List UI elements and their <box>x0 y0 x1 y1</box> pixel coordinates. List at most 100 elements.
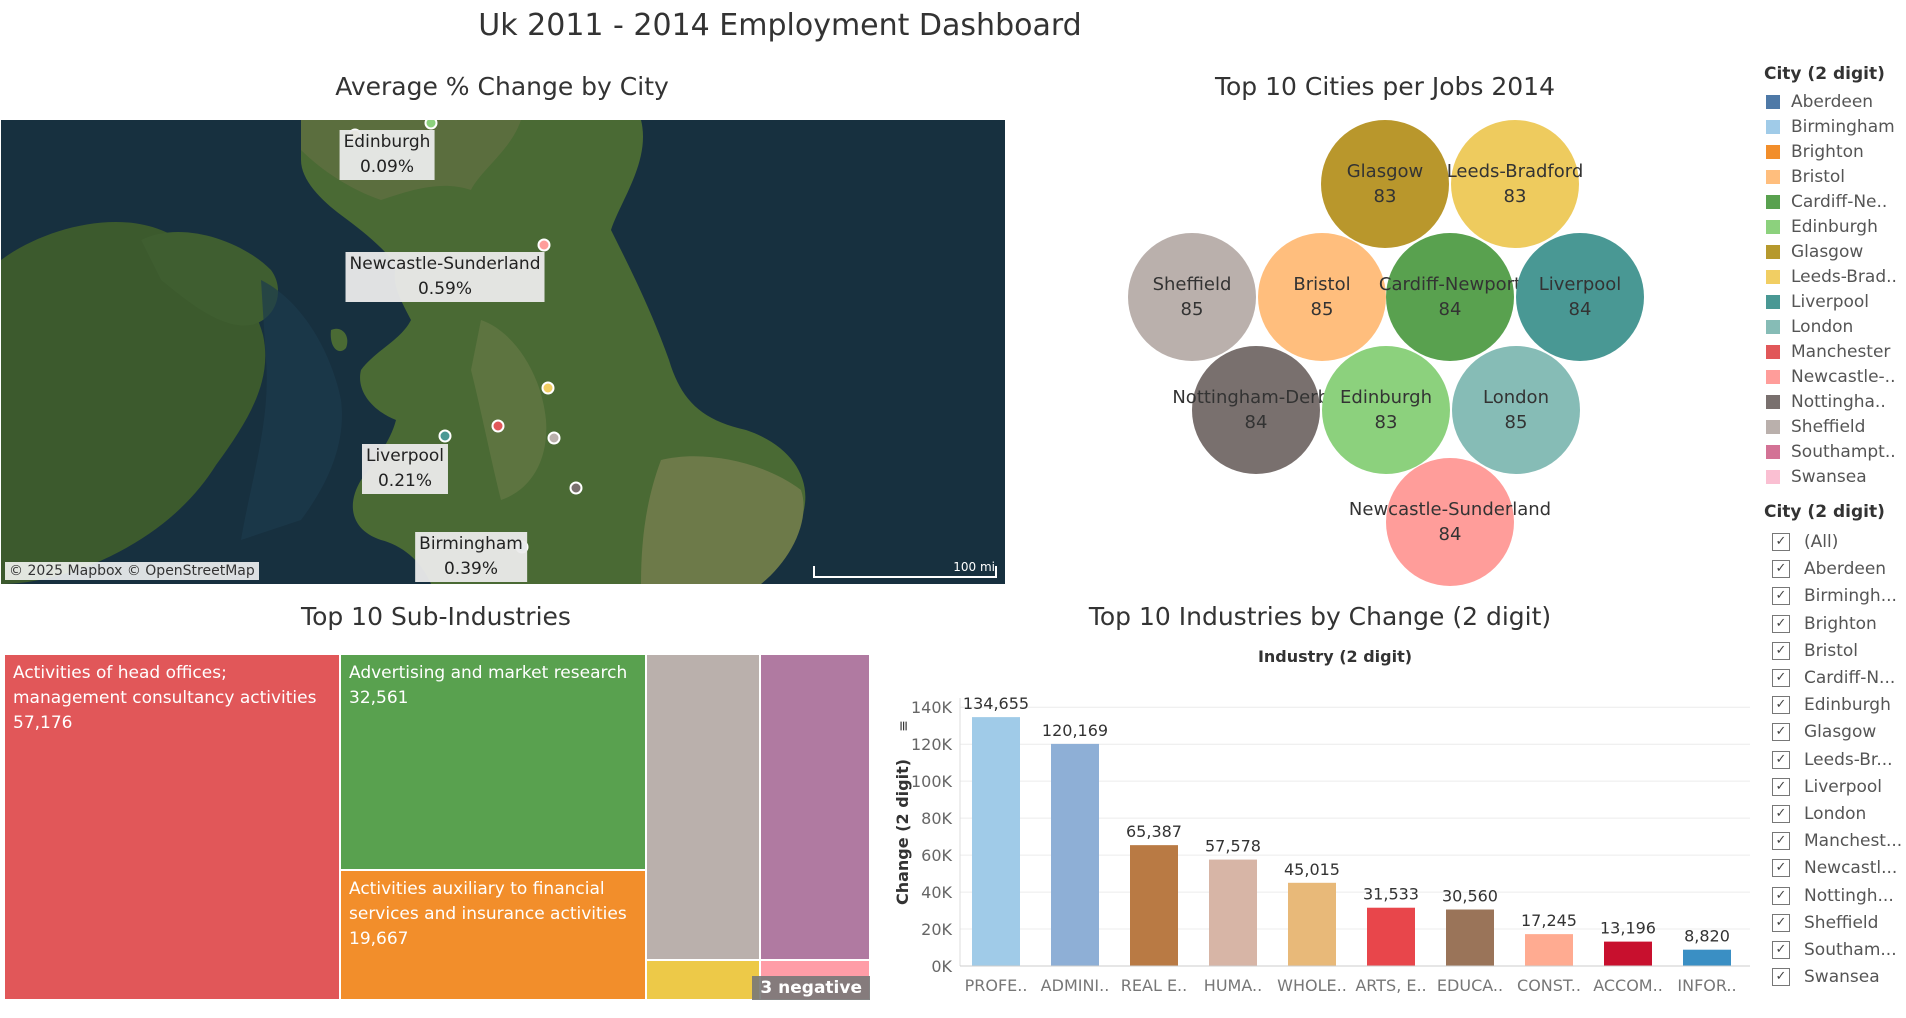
filter-option[interactable]: ✓ Brighton <box>1772 612 1877 636</box>
filter-option[interactable]: ✓ Aberdeen <box>1772 557 1886 581</box>
treemap-cell[interactable] <box>646 654 760 960</box>
checkbox-checked-icon[interactable]: ✓ <box>1772 587 1790 606</box>
filter-option[interactable]: ✓ Cardiff-N... <box>1772 666 1895 690</box>
bar[interactable] <box>1446 909 1494 966</box>
filter-option-label: Sheffield <box>1804 912 1879 933</box>
filter-option-label: Nottingh... <box>1804 885 1894 906</box>
legend-item[interactable]: Sheffield <box>1766 415 1865 439</box>
bubble-london[interactable]: London 85 <box>1452 346 1580 474</box>
filter-option[interactable]: ✓ Bristol <box>1772 639 1858 663</box>
map-marker-leeds[interactable] <box>541 381 555 395</box>
bar[interactable] <box>1604 941 1652 966</box>
treemap-title: Top 10 Sub-Industries <box>301 602 571 631</box>
treemap-cell[interactable]: Activities of head offices; management c… <box>4 654 340 1000</box>
legend-item[interactable]: Newcastle-.. <box>1766 365 1896 389</box>
checkbox-checked-icon[interactable]: ✓ <box>1772 832 1790 851</box>
legend-item[interactable]: Swansea <box>1766 465 1867 489</box>
treemap-cell[interactable] <box>760 654 870 960</box>
bar-chart-header: Industry (2 digit) <box>1258 647 1412 666</box>
legend-item[interactable]: Glasgow <box>1766 240 1863 264</box>
legend-item[interactable]: Bristol <box>1766 165 1845 189</box>
checkbox-checked-icon[interactable]: ✓ <box>1772 723 1790 742</box>
bubble-glasgow[interactable]: Glasgow 83 <box>1321 120 1449 248</box>
filter-option-label: Birmingh... <box>1804 586 1897 607</box>
bubble-value-label: 84 <box>1244 412 1268 433</box>
legend-item[interactable]: London <box>1766 315 1853 339</box>
legend-item[interactable]: Brighton <box>1766 140 1864 164</box>
checkbox-checked-icon[interactable]: ✓ <box>1772 913 1790 932</box>
bar[interactable] <box>1367 907 1415 966</box>
legend-item[interactable]: Aberdeen <box>1766 90 1873 114</box>
filter-title: City (2 digit) <box>1764 502 1885 522</box>
bar[interactable] <box>1288 882 1336 966</box>
bubble-title: Top 10 Cities per Jobs 2014 <box>1214 72 1555 101</box>
bubble-sheffield[interactable]: Sheffield 85 <box>1128 233 1256 361</box>
y-tick-label: 100K <box>911 772 953 791</box>
filter-option[interactable]: ✓ Edinburgh <box>1772 693 1891 717</box>
legend-item[interactable]: Nottingha.. <box>1766 390 1886 414</box>
checkbox-checked-icon[interactable]: ✓ <box>1772 886 1790 905</box>
map-attribution[interactable]: © 2025 Mapbox © OpenStreetMap <box>5 562 259 580</box>
map-marker-manchester[interactable] <box>491 419 505 433</box>
bubble-bristol[interactable]: Bristol 85 <box>1258 233 1386 361</box>
filter-option[interactable]: ✓ Liverpool <box>1772 775 1882 799</box>
map-marker-sheffield[interactable] <box>547 431 561 445</box>
legend-item[interactable]: Southampt.. <box>1766 440 1896 464</box>
map-label-value: 0.39% <box>443 559 498 579</box>
filter-option[interactable]: ✓ Southam... <box>1772 938 1897 962</box>
bar[interactable] <box>1130 845 1178 966</box>
bubble-edinburgh[interactable]: Edinburgh 83 <box>1322 346 1450 474</box>
uk-map[interactable]: Edinburgh 0.09% Newcastle-Sunderland 0.5… <box>1 120 1005 584</box>
filter-option[interactable]: ✓ Glasgow <box>1772 720 1876 744</box>
filter-option[interactable]: ✓ Manchest... <box>1772 829 1902 853</box>
bubble-liverpool[interactable]: Liverpool 84 <box>1516 233 1644 361</box>
map-marker-newcastle[interactable] <box>537 238 551 252</box>
legend-item[interactable]: Leeds-Brad.. <box>1766 265 1897 289</box>
map-marker-liverpool[interactable] <box>438 429 452 443</box>
checkbox-checked-icon[interactable]: ✓ <box>1772 669 1790 687</box>
bubble-leeds-bradford[interactable]: Leeds-Bradford 83 <box>1447 120 1583 248</box>
bar[interactable] <box>972 717 1020 966</box>
legend-item[interactable]: Birmingham <box>1766 115 1895 139</box>
map-marker-edinburgh[interactable] <box>424 120 438 130</box>
filter-option[interactable]: ✓ Newcastl... <box>1772 856 1897 880</box>
bubble-newcastle-sunderland[interactable]: Newcastle-Sunderland 84 <box>1349 458 1551 586</box>
checkbox-checked-icon[interactable]: ✓ <box>1772 560 1790 579</box>
checkbox-checked-icon[interactable]: ✓ <box>1772 750 1790 769</box>
checkbox-checked-icon[interactable]: ✓ <box>1772 859 1790 878</box>
bar[interactable] <box>1525 934 1573 966</box>
bar[interactable] <box>1209 859 1257 966</box>
checkbox-checked-icon[interactable]: ✓ <box>1772 641 1790 660</box>
checkbox-checked-icon[interactable]: ✓ <box>1772 805 1790 823</box>
legend-item[interactable]: Edinburgh <box>1766 215 1878 239</box>
filter-option[interactable]: ✓ (All) <box>1772 530 1838 554</box>
filter-option[interactable]: ✓ Leeds-Br... <box>1772 748 1893 772</box>
checkbox-checked-icon[interactable]: ✓ <box>1772 533 1790 551</box>
treemap-cell[interactable]: Advertising and market research 32,561 <box>340 654 646 870</box>
checkbox-checked-icon[interactable]: ✓ <box>1772 968 1790 987</box>
bubble-cardiff-newport[interactable]: Cardiff-Newport 84 <box>1379 233 1521 361</box>
checkbox-checked-icon[interactable]: ✓ <box>1772 614 1790 633</box>
y-tick-label: 140K <box>911 698 953 717</box>
filter-option[interactable]: ✓ Birmingh... <box>1772 584 1897 608</box>
legend-item[interactable]: Cardiff-Ne.. <box>1766 190 1887 214</box>
legend-item[interactable]: Liverpool <box>1766 290 1869 314</box>
treemap-cell[interactable]: Activities auxiliary to financial servic… <box>340 870 646 1000</box>
bar[interactable] <box>1051 743 1099 966</box>
filter-option[interactable]: ✓ London <box>1772 802 1866 826</box>
filter-option[interactable]: ✓ Nottingh... <box>1772 884 1894 908</box>
negative-values-badge[interactable]: 3 negative <box>752 976 870 1000</box>
bubble-nottingham-derby[interactable]: Nottingham-Derby 84 <box>1172 346 1340 474</box>
bubble-city-label: Nottingham-Derby <box>1172 387 1340 408</box>
sort-descending-icon[interactable]: ≡ <box>896 720 912 732</box>
checkbox-checked-icon[interactable]: ✓ <box>1772 941 1790 959</box>
checkbox-checked-icon[interactable]: ✓ <box>1772 696 1790 715</box>
filter-option[interactable]: ✓ Sheffield <box>1772 911 1878 935</box>
map-marker-nottingham[interactable] <box>569 481 583 495</box>
legend-item[interactable]: Manchester <box>1766 340 1890 364</box>
checkbox-checked-icon[interactable]: ✓ <box>1772 777 1790 796</box>
treemap-cell[interactable] <box>646 960 760 1000</box>
filter-option[interactable]: ✓ Swansea <box>1772 965 1880 989</box>
legend-swatch <box>1766 170 1780 184</box>
bar[interactable] <box>1683 949 1731 966</box>
